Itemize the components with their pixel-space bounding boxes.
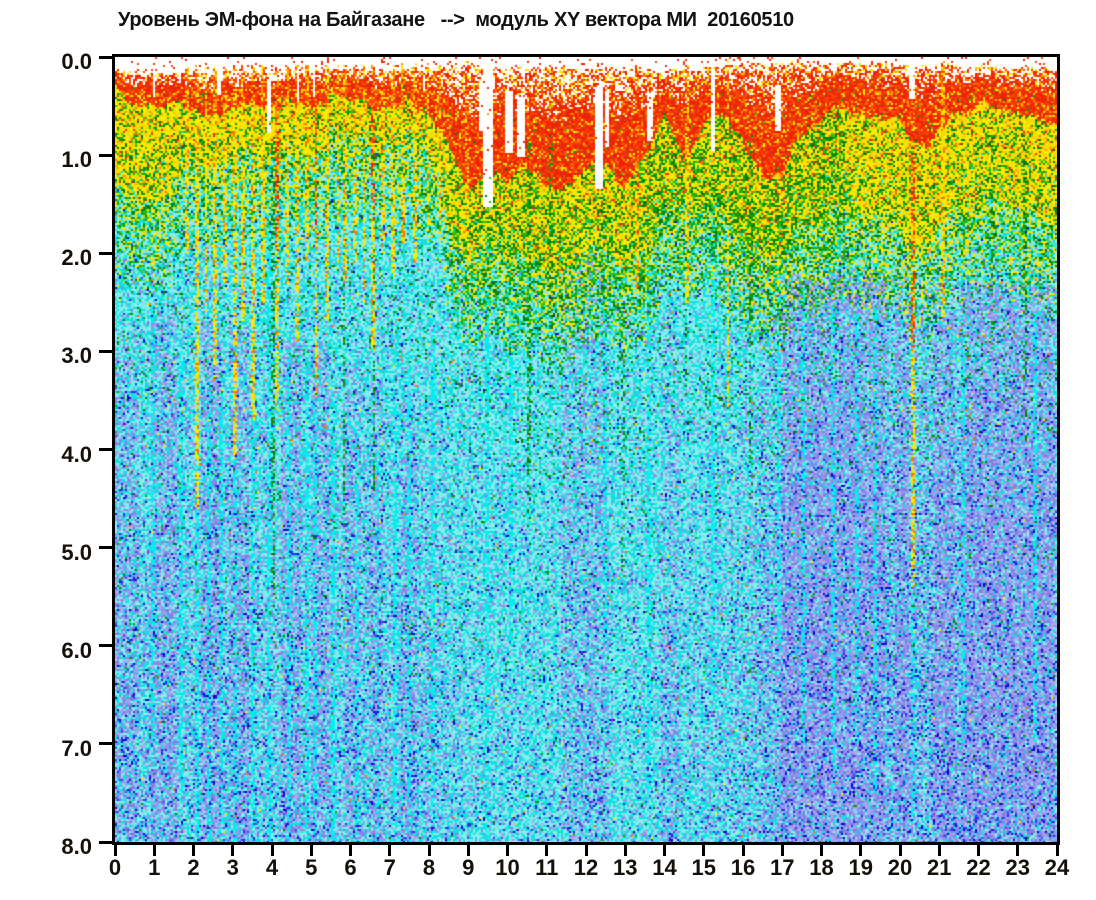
x-tick-label: 1 — [148, 855, 161, 880]
x-tick-label: 16 — [730, 855, 756, 880]
x-tick-label: 9 — [462, 855, 475, 880]
y-tick-label: 3.0 — [61, 343, 92, 369]
x-tick-label: 17 — [770, 855, 795, 880]
chart-title: Уровень ЭМ-фона на Байгазане --> модуль … — [118, 9, 794, 31]
x-axis-tick — [780, 845, 784, 856]
x-axis-tick — [506, 845, 509, 856]
x-axis-tick — [702, 845, 706, 856]
y-tick-label: 1.0 — [61, 147, 92, 173]
x-axis-tick — [663, 845, 666, 856]
x-axis-tick — [427, 845, 431, 856]
x-tick-label: 22 — [966, 855, 991, 880]
y-axis-tick — [99, 349, 112, 353]
y-axis-tick — [99, 644, 112, 648]
x-tick-label: 6 — [344, 855, 357, 880]
x-tick-label: 21 — [927, 855, 952, 880]
y-tick-label: 7.0 — [61, 735, 92, 761]
x-tick-label: 0 — [108, 855, 122, 880]
x-tick-label: 5 — [305, 855, 318, 880]
y-tick-label: 5.0 — [61, 539, 92, 565]
x-axis-tick — [741, 845, 745, 856]
x-axis-tick — [349, 845, 352, 856]
x-tick-label: 2 — [187, 855, 200, 880]
x-axis-tick — [1055, 845, 1059, 856]
y-axis-tick — [99, 448, 112, 451]
x-axis-tick — [977, 845, 980, 856]
x-axis-tick — [388, 845, 392, 856]
x-tick-label: 18 — [809, 855, 834, 880]
x-axis-tick — [623, 845, 627, 856]
y-axis-tick — [99, 251, 112, 255]
x-axis-tick — [309, 845, 313, 856]
x-tick-label: 20 — [887, 855, 913, 880]
x-tick-label: 14 — [652, 855, 677, 880]
x-tick-label: 12 — [573, 855, 599, 880]
x-tick-label: 19 — [848, 855, 873, 880]
x-tick-label: 10 — [495, 855, 520, 880]
plot-frame — [112, 54, 1060, 845]
x-axis-tick — [937, 845, 941, 856]
x-axis-tick — [898, 845, 902, 856]
y-axis-tick — [99, 153, 112, 157]
x-tick-label: 23 — [1005, 855, 1030, 880]
x-tick-label: 3 — [226, 855, 239, 880]
x-axis-tick — [192, 845, 195, 856]
y-tick-label: 4.0 — [61, 441, 92, 467]
x-axis-tick — [152, 845, 156, 856]
x-axis-tick — [466, 845, 470, 856]
x-tick-label: 11 — [535, 855, 559, 880]
x-axis-tick — [584, 845, 588, 856]
y-tick-label: 8.0 — [61, 834, 92, 859]
x-tick-label: 8 — [422, 855, 436, 880]
x-axis-tick — [1016, 845, 1020, 856]
x-axis-tick — [859, 845, 863, 856]
y-axis-tick — [99, 742, 112, 746]
x-axis-tick — [270, 845, 274, 856]
x-axis-tick — [113, 845, 117, 856]
y-tick-label: 6.0 — [61, 637, 92, 663]
spectrogram-canvas — [115, 57, 1057, 842]
x-tick-label: 24 — [1044, 855, 1070, 880]
x-axis-tick — [820, 845, 823, 856]
y-axis-tick — [99, 840, 112, 844]
y-tick-label: 0.0 — [61, 49, 92, 74]
x-tick-label: 13 — [613, 855, 638, 880]
x-tick-label: 15 — [691, 855, 716, 880]
x-axis-tick — [231, 845, 235, 856]
y-tick-label: 2.0 — [61, 245, 92, 271]
y-axis-tick — [99, 546, 112, 550]
x-tick-label: 4 — [265, 855, 279, 880]
x-tick-label: 7 — [383, 855, 396, 880]
x-axis-tick — [545, 845, 549, 856]
y-axis-tick — [99, 55, 112, 59]
